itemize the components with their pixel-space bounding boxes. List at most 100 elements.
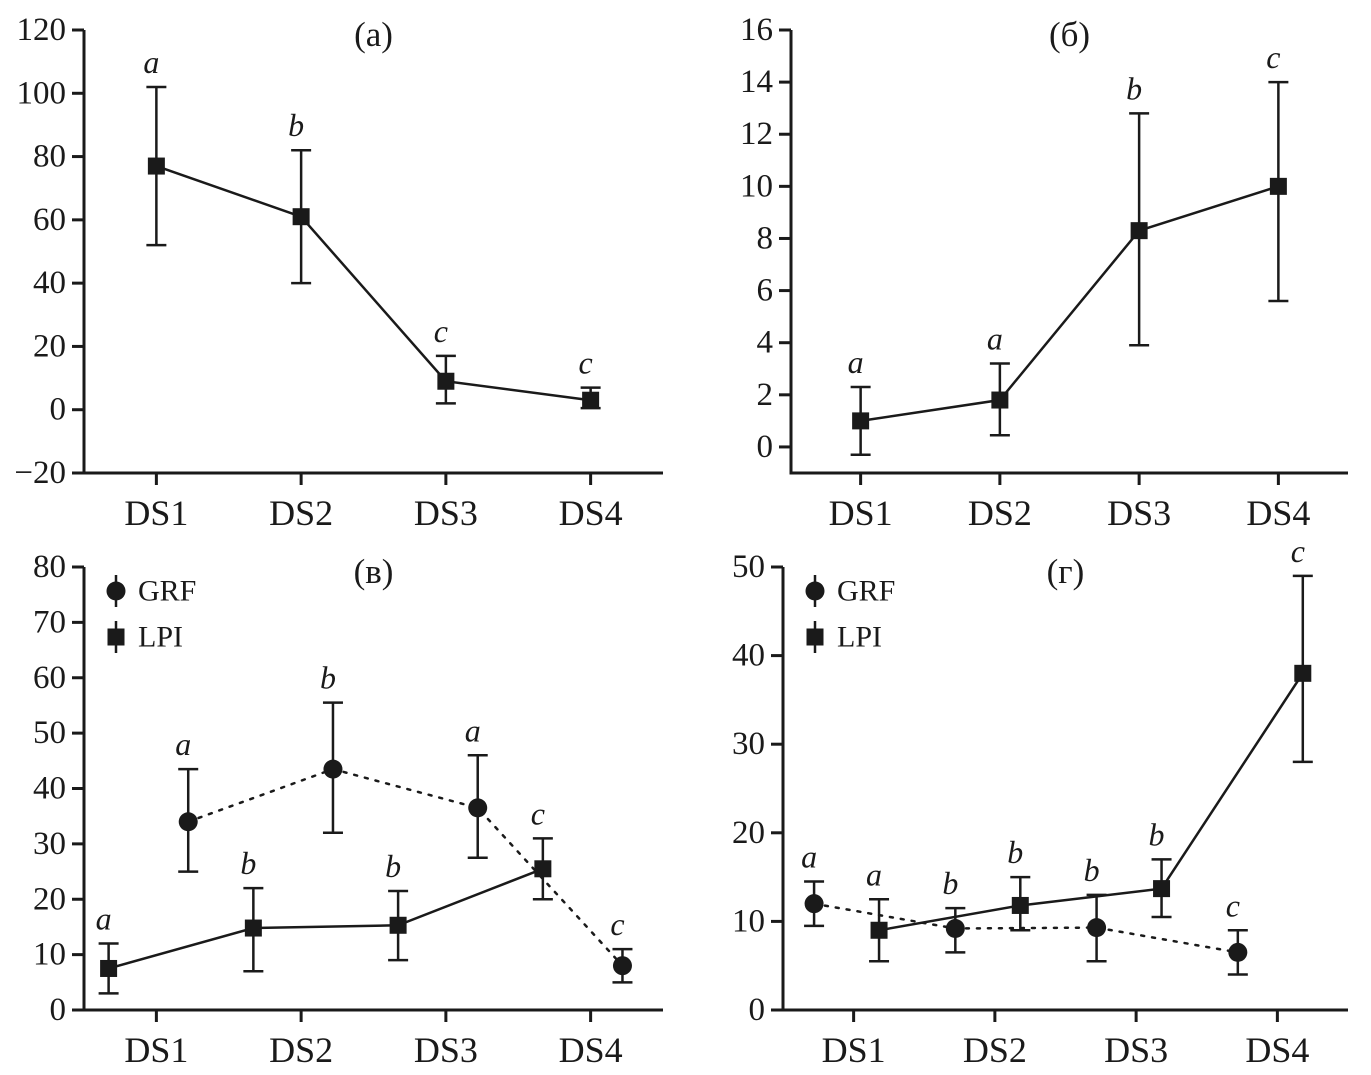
circle-marker bbox=[945, 918, 965, 938]
y-tick-label: 50 bbox=[732, 549, 765, 585]
significance-letter: c bbox=[610, 906, 624, 942]
x-tick-label: DS1 bbox=[124, 1030, 188, 1070]
square-marker bbox=[1294, 664, 1312, 682]
significance-letter: c bbox=[531, 795, 545, 831]
legend-square-marker bbox=[107, 628, 125, 646]
y-tick-label: 40 bbox=[33, 771, 66, 807]
square-marker bbox=[100, 959, 118, 977]
significance-letter: a bbox=[866, 856, 882, 892]
significance-letter: b bbox=[240, 845, 256, 881]
significance-letter: c bbox=[434, 313, 448, 349]
y-tick-label: 10 bbox=[732, 903, 765, 939]
significance-letter: b bbox=[1007, 834, 1023, 870]
square-marker bbox=[1011, 896, 1029, 914]
series-line-grf bbox=[186, 767, 624, 967]
axes bbox=[789, 30, 1348, 475]
significance-letter: a bbox=[96, 901, 112, 937]
y-tick-label: 10 bbox=[740, 168, 773, 204]
panel-label: (г) bbox=[1047, 552, 1085, 591]
x-tick-label: DS4 bbox=[559, 493, 623, 533]
significance-letter: b bbox=[1126, 70, 1142, 106]
square-marker bbox=[437, 372, 455, 390]
square-marker bbox=[582, 391, 600, 409]
significance-letter: a bbox=[987, 321, 1003, 357]
x-tick-label: DS3 bbox=[414, 1030, 478, 1070]
series-line-lpi bbox=[878, 672, 1304, 932]
y-tick-label: 0 bbox=[50, 392, 67, 428]
x-tick-label: DS1 bbox=[829, 493, 893, 533]
circle-marker bbox=[468, 798, 488, 818]
circle-marker bbox=[612, 956, 632, 976]
significance-letter: b bbox=[385, 848, 401, 884]
significance-letter: a bbox=[801, 839, 817, 875]
y-tick-label: 30 bbox=[732, 726, 765, 762]
y-tick-label: 20 bbox=[33, 328, 66, 364]
circle-marker bbox=[1087, 918, 1107, 938]
significance-letter: a bbox=[175, 726, 191, 762]
significance-letter: b bbox=[288, 107, 304, 143]
square-marker bbox=[389, 916, 407, 934]
legend-square-marker bbox=[806, 628, 824, 646]
y-tick-label: 0 bbox=[757, 429, 774, 465]
y-tick-label: 20 bbox=[33, 881, 66, 917]
x-tick-label: DS3 bbox=[1104, 1030, 1168, 1070]
significance-letter: c bbox=[579, 345, 593, 381]
y-tick-label: 30 bbox=[33, 826, 66, 862]
x-tick-label: DS3 bbox=[1107, 493, 1171, 533]
y-tick-label: 80 bbox=[33, 139, 66, 175]
y-tick-label: 0 bbox=[749, 992, 766, 1028]
panel-v-chart: 0 10 20 30 40 50 60 70 80 DS1 DS2 DS3 DS4 (в) GRF LPI a b… bbox=[0, 537, 685, 1074]
x-tick-label: DS3 bbox=[414, 493, 478, 533]
square-marker bbox=[1130, 222, 1148, 240]
y-tick-label: 12 bbox=[740, 116, 773, 152]
square-marker bbox=[244, 919, 262, 937]
y-tick-label: −20 bbox=[14, 455, 66, 491]
significance-letter: b bbox=[1084, 852, 1100, 888]
y-tick-label: 10 bbox=[33, 937, 66, 973]
x-tick-label: DS1 bbox=[124, 493, 188, 533]
panel-label: (а) bbox=[354, 15, 393, 54]
y-tick-label: 70 bbox=[33, 604, 66, 640]
y-tick-label: 4 bbox=[757, 325, 774, 361]
square-marker bbox=[1153, 880, 1171, 898]
significance-letter: a bbox=[143, 44, 159, 80]
x-tick-label: DS2 bbox=[269, 493, 333, 533]
legend-label: LPI bbox=[138, 621, 183, 654]
significance-letter: a bbox=[465, 712, 481, 748]
y-tick-label: 60 bbox=[33, 202, 66, 238]
significance-letter: b bbox=[942, 865, 958, 901]
significance-letter: b bbox=[1149, 816, 1165, 852]
y-tick-label: 2 bbox=[757, 377, 774, 413]
square-marker bbox=[534, 860, 552, 878]
y-tick-label: 40 bbox=[33, 265, 66, 301]
y-tick-label: 60 bbox=[33, 660, 66, 696]
axes bbox=[82, 30, 663, 475]
square-marker bbox=[991, 391, 1009, 409]
x-tick-label: DS2 bbox=[963, 1030, 1027, 1070]
y-tick-label: 8 bbox=[757, 220, 774, 256]
x-tick-label: DS1 bbox=[822, 1030, 886, 1070]
x-tick-label: DS2 bbox=[269, 1030, 333, 1070]
y-tick-label: 50 bbox=[33, 715, 66, 751]
square-marker bbox=[1269, 177, 1287, 195]
significance-letter: c bbox=[1226, 887, 1240, 923]
circle-marker bbox=[804, 894, 824, 914]
y-tick-label: 100 bbox=[17, 75, 67, 111]
panel-label: (б) bbox=[1049, 15, 1090, 54]
circle-marker bbox=[178, 812, 198, 832]
y-tick-label: 80 bbox=[33, 549, 66, 585]
significance-letter: b bbox=[320, 660, 336, 696]
legend-label: GRF bbox=[837, 575, 895, 608]
square-marker bbox=[147, 157, 165, 175]
series-line-lpi bbox=[108, 867, 544, 970]
y-tick-label: 120 bbox=[17, 12, 67, 48]
significance-letter: c bbox=[1291, 537, 1305, 569]
legend-circle-marker bbox=[106, 581, 126, 601]
legend-label: LPI bbox=[837, 621, 882, 654]
square-marker bbox=[852, 412, 870, 430]
y-tick-label: 40 bbox=[732, 638, 765, 674]
legend-label: GRF bbox=[138, 575, 196, 608]
x-tick-label: DS2 bbox=[968, 493, 1032, 533]
significance-letter: c bbox=[1266, 39, 1280, 75]
